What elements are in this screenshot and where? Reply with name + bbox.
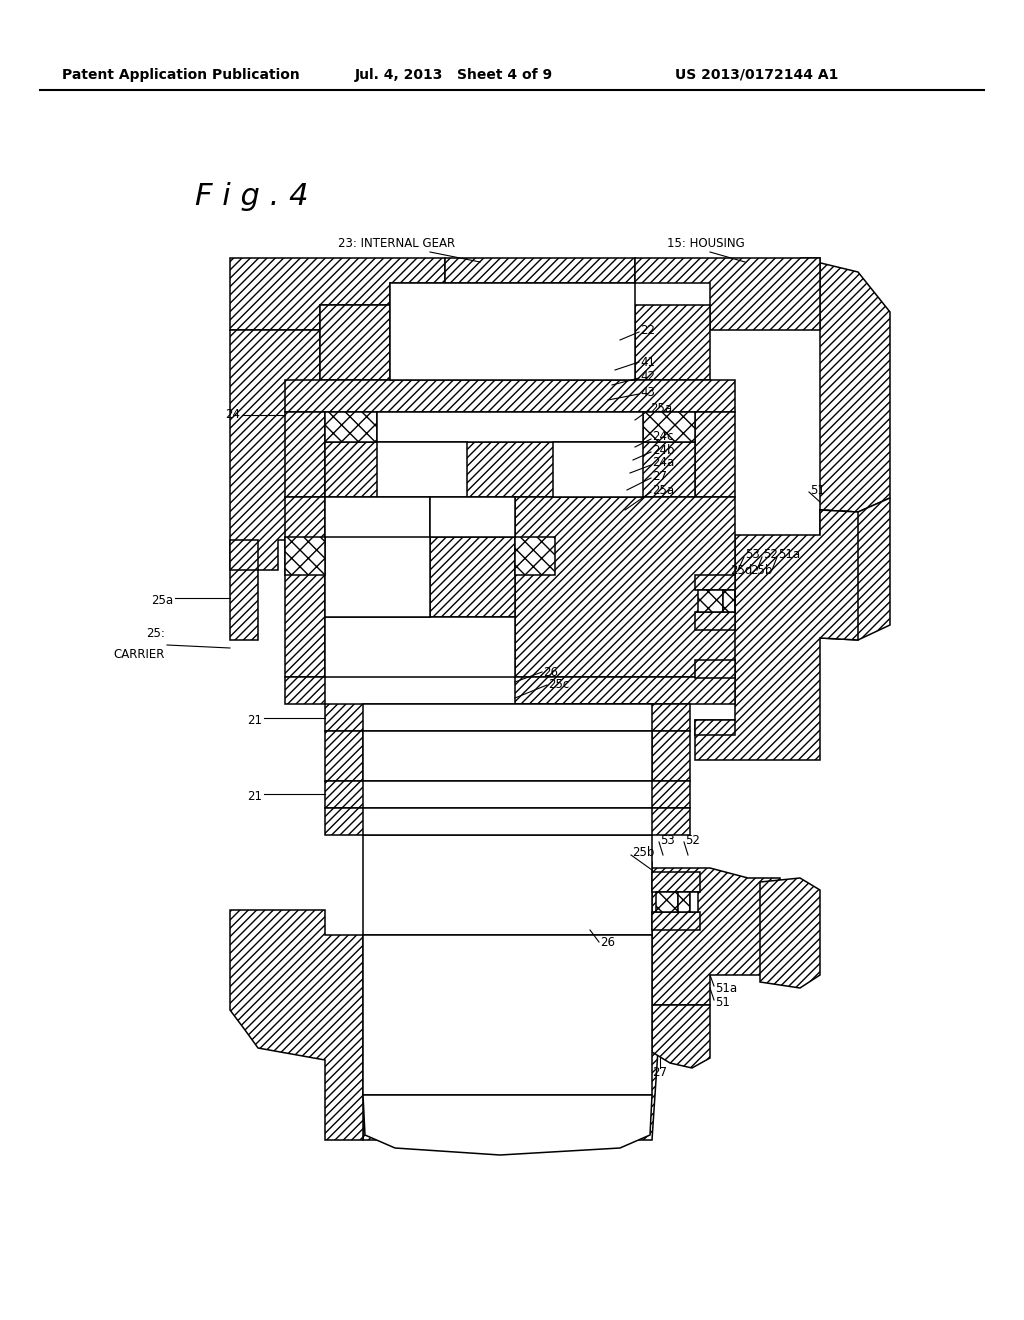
Polygon shape [695,510,858,760]
Bar [377,442,467,498]
Text: 41: 41 [640,355,655,368]
Bar [553,442,643,498]
Bar [325,808,690,836]
Polygon shape [820,498,890,640]
Bar [652,731,690,781]
Bar [285,412,325,498]
Bar [652,873,700,892]
Polygon shape [800,257,890,512]
Bar [362,836,652,935]
Text: 25a: 25a [151,594,173,606]
Bar [325,616,515,677]
Text: CARRIER: CARRIER [114,648,165,661]
Bar [695,576,735,590]
Text: Patent Application Publication: Patent Application Publication [62,69,300,82]
Bar [678,892,690,912]
Polygon shape [362,909,690,1140]
Text: 24b: 24b [652,444,675,457]
Polygon shape [362,909,690,940]
Text: 51a: 51a [715,982,737,994]
Bar [325,442,695,498]
Text: US 2013/0172144 A1: US 2013/0172144 A1 [675,69,839,82]
Text: 42: 42 [640,370,655,383]
Polygon shape [230,257,445,330]
Text: 24c: 24c [652,430,674,444]
Polygon shape [635,257,820,330]
Text: 43: 43 [640,385,655,399]
Text: 22: 22 [640,323,655,337]
Bar [362,808,652,836]
Text: 25a: 25a [650,401,672,414]
Bar [285,380,735,412]
Bar [362,704,652,731]
Bar [430,537,515,616]
Bar [325,781,690,808]
Bar [690,892,698,912]
Bar [285,498,325,677]
Bar [515,677,735,704]
Bar [362,935,652,1096]
Text: 53: 53 [745,549,760,561]
Bar [695,719,735,735]
Text: Jul. 4, 2013   Sheet 4 of 9: Jul. 4, 2013 Sheet 4 of 9 [355,69,553,82]
Bar [695,660,735,678]
Polygon shape [590,862,652,940]
Text: 26: 26 [600,936,615,949]
Bar [319,305,390,380]
Bar [656,892,678,912]
Text: 21: 21 [247,714,262,726]
Text: 52: 52 [763,549,778,561]
Polygon shape [445,257,635,282]
Polygon shape [230,540,258,570]
Bar [515,537,555,576]
Text: 51: 51 [810,483,825,496]
Bar [325,704,690,731]
Bar [362,731,652,781]
Text: 24: 24 [225,408,240,421]
Text: 27: 27 [652,470,667,483]
Text: 26: 26 [543,665,558,678]
Bar [362,781,652,808]
Text: 24a: 24a [652,457,674,470]
Text: 21: 21 [247,789,262,803]
Text: 25d: 25d [730,564,753,577]
Text: 23: INTERNAL GEAR: 23: INTERNAL GEAR [338,238,455,249]
Polygon shape [362,1096,652,1155]
Text: 25c: 25c [548,678,569,692]
Bar [285,537,325,576]
Bar [695,612,735,630]
Text: 51a: 51a [778,549,800,561]
Bar [695,412,735,498]
Bar [325,731,362,781]
Text: 25b: 25b [632,846,654,858]
Bar [515,498,735,677]
Polygon shape [230,909,362,1140]
Bar [643,412,695,442]
Polygon shape [230,330,319,640]
Bar [390,282,635,380]
Text: 27: 27 [652,1065,668,1078]
Text: 15: HOUSING: 15: HOUSING [667,238,744,249]
Polygon shape [652,1005,710,1068]
Text: 25b: 25b [750,564,772,577]
Bar [652,912,700,931]
Text: F i g . 4: F i g . 4 [195,182,308,211]
Bar [635,305,710,380]
Polygon shape [652,869,780,1005]
Polygon shape [760,878,820,987]
Bar [698,590,723,612]
Bar [430,498,515,537]
Text: 53: 53 [660,833,675,846]
Bar [325,412,377,442]
Text: 25a: 25a [652,483,674,496]
Text: 25:: 25: [146,627,165,640]
Bar [325,537,430,616]
Bar [377,412,643,442]
Bar [285,677,325,704]
Text: 51: 51 [715,995,730,1008]
Text: 52: 52 [685,833,699,846]
Bar [325,498,430,546]
Bar [723,590,735,612]
